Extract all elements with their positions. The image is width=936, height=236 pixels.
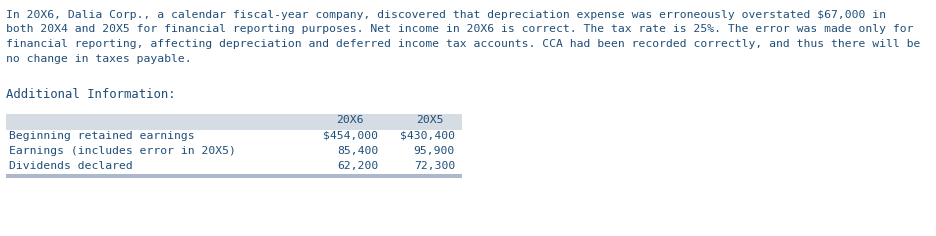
Text: 85,400: 85,400 [337,146,378,156]
Text: both 20X4 and 20X5 for financial reporting purposes. Net income in 20X6 is corre: both 20X4 and 20X5 for financial reporti… [6,25,914,34]
Text: In 20X6, Dalia Corp., a calendar fiscal-year company, discovered that depreciati: In 20X6, Dalia Corp., a calendar fiscal-… [6,10,886,20]
Text: 62,200: 62,200 [337,161,378,171]
Text: Additional Information:: Additional Information: [6,88,176,101]
Text: 72,300: 72,300 [414,161,455,171]
Text: Dividends declared: Dividends declared [9,161,133,171]
Text: Earnings (includes error in 20X5): Earnings (includes error in 20X5) [9,146,236,156]
Text: financial reporting, affecting depreciation and deferred income tax accounts. CC: financial reporting, affecting depreciat… [6,39,920,49]
Text: 20X6: 20X6 [336,115,364,125]
Text: 20X5: 20X5 [417,115,444,125]
Bar [6,174,462,178]
Text: $430,400: $430,400 [400,131,455,141]
Text: $454,000: $454,000 [323,131,378,141]
Bar [6,114,462,130]
Text: Beginning retained earnings: Beginning retained earnings [9,131,195,141]
Text: no change in taxes payable.: no change in taxes payable. [6,54,192,63]
Text: 95,900: 95,900 [414,146,455,156]
